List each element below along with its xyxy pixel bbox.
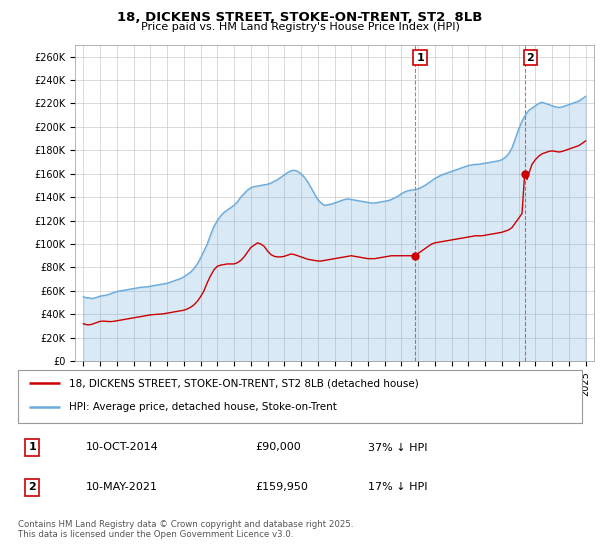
Text: £159,950: £159,950 (255, 482, 308, 492)
Text: 10-MAY-2021: 10-MAY-2021 (86, 482, 158, 492)
Text: 18, DICKENS STREET, STOKE-ON-TRENT, ST2  8LB: 18, DICKENS STREET, STOKE-ON-TRENT, ST2 … (118, 11, 482, 24)
Text: £90,000: £90,000 (255, 442, 301, 452)
Text: 1: 1 (416, 53, 424, 63)
Text: Contains HM Land Registry data © Crown copyright and database right 2025.
This d: Contains HM Land Registry data © Crown c… (18, 520, 353, 539)
Text: 2: 2 (526, 53, 534, 63)
Text: 37% ↓ HPI: 37% ↓ HPI (368, 442, 427, 452)
Text: 2: 2 (28, 482, 36, 492)
Text: 17% ↓ HPI: 17% ↓ HPI (368, 482, 427, 492)
Text: Price paid vs. HM Land Registry's House Price Index (HPI): Price paid vs. HM Land Registry's House … (140, 22, 460, 32)
FancyBboxPatch shape (18, 370, 582, 423)
Text: 1: 1 (28, 442, 36, 452)
Text: 10-OCT-2014: 10-OCT-2014 (86, 442, 158, 452)
Text: 18, DICKENS STREET, STOKE-ON-TRENT, ST2 8LB (detached house): 18, DICKENS STREET, STOKE-ON-TRENT, ST2 … (69, 379, 419, 389)
Text: HPI: Average price, detached house, Stoke-on-Trent: HPI: Average price, detached house, Stok… (69, 402, 337, 412)
